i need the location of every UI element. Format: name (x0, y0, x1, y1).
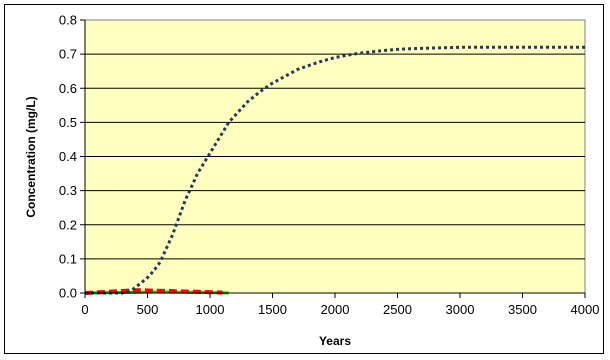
x-tick-label: 2000 (321, 302, 350, 317)
series-line-2 (84, 288, 223, 295)
x-tick-label: 3500 (508, 302, 537, 317)
x-tick-label: 500 (137, 302, 159, 317)
x-tick-label: 1000 (196, 302, 225, 317)
y-tick-label: 0.0 (59, 286, 77, 301)
y-axis-title: Concentration (mg/L) (24, 96, 38, 217)
y-tick-label: 0.1 (59, 251, 77, 266)
y-tick-label: 0.5 (59, 115, 77, 130)
chart-frame: 0.0 0.1 0.2 0.3 0.4 0.5 0.6 0.7 0.8 0 500 1000 1500 2… (4, 4, 604, 354)
x-tick-label: 0 (81, 302, 88, 317)
y-tick-label: 0.4 (59, 149, 77, 164)
x-axis-title: Years (319, 334, 351, 348)
y-tick-label: 0.6 (59, 81, 77, 96)
y-tick-label: 0.7 (59, 47, 77, 62)
y-tick-label: 0.3 (59, 183, 77, 198)
y-tick-label: 0.2 (59, 217, 77, 232)
line-chart: 0.0 0.1 0.2 0.3 0.4 0.5 0.6 0.7 0.8 0 500 1000 1500 2… (24, 13, 600, 349)
series-line-1 (85, 45, 585, 295)
x-tick-label: 4000 (571, 302, 600, 317)
x-tick-label: 1500 (258, 302, 287, 317)
x-tick-label: 3000 (446, 302, 475, 317)
x-tick-label: 2500 (383, 302, 412, 317)
y-tick-label: 0.8 (59, 13, 77, 28)
